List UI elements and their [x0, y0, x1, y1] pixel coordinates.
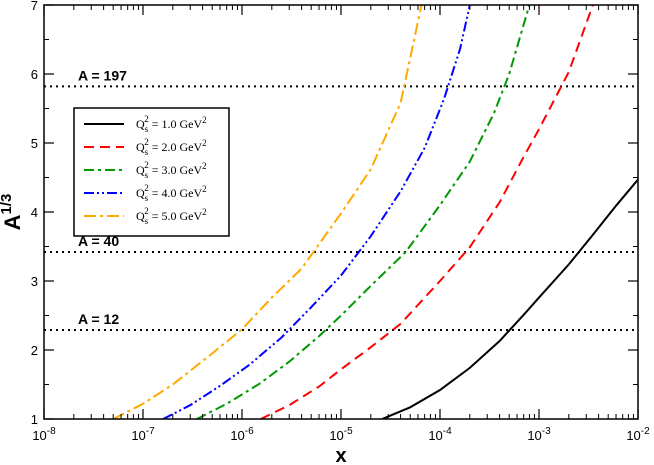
- tick-labels: 10-8 10-7 10-6 10-5 10-4 10-3 10-2 1 2 3 4 5 6 7: [31, 0, 650, 443]
- x-tick-label: 10-8: [32, 426, 56, 443]
- legend-entry: Qs2 = 3.0 GeV2: [136, 160, 207, 180]
- y-tick-label: 1: [31, 412, 38, 427]
- y-tick-label: 4: [31, 205, 38, 220]
- axis-titles: x A1/3: [0, 194, 347, 465]
- series-line: [196, 5, 531, 419]
- x-tick-label: 10-7: [131, 426, 155, 443]
- legend-entry: Qs2 = 1.0 GeV2: [136, 114, 207, 134]
- legend-entry: Qs2 = 5.0 GeV2: [136, 206, 207, 226]
- x-tick-label: 10-2: [626, 426, 650, 443]
- x-tick-label: 10-3: [527, 426, 551, 443]
- series-line: [381, 178, 638, 419]
- reference-label: A = 40: [78, 233, 119, 249]
- y-tick-label: 3: [31, 274, 38, 289]
- x-tick-label: 10-6: [230, 426, 254, 443]
- x-tick-label: 10-4: [428, 426, 452, 443]
- y-tick-label: 5: [31, 136, 38, 151]
- reference-labels: A = 197 A = 40 A = 12: [78, 67, 127, 327]
- series-lines: [112, 5, 638, 419]
- series-line: [112, 5, 423, 419]
- legend-box: [73, 107, 230, 237]
- legend: Qs2 = 1.0 GeV2 Qs2 = 2.0 GeV2 Qs2 = 3.0 Ge…: [73, 107, 230, 237]
- series-line: [260, 5, 594, 419]
- series-line: [162, 5, 471, 419]
- y-tick-label: 2: [31, 343, 38, 358]
- reference-label: A = 12: [78, 311, 119, 327]
- x-tick-label: 10-5: [329, 426, 353, 443]
- legend-entry: Qs2 = 2.0 GeV2: [136, 137, 207, 157]
- reference-label: A = 197: [78, 67, 127, 83]
- y-tick-label: 6: [31, 67, 38, 82]
- axis-ticks: [43, 4, 639, 420]
- x-axis-label: x: [335, 445, 346, 465]
- y-tick-label: 7: [31, 0, 38, 13]
- legend-entry: Qs2 = 4.0 GeV2: [136, 183, 207, 203]
- y-axis-label: A1/3: [0, 194, 25, 231]
